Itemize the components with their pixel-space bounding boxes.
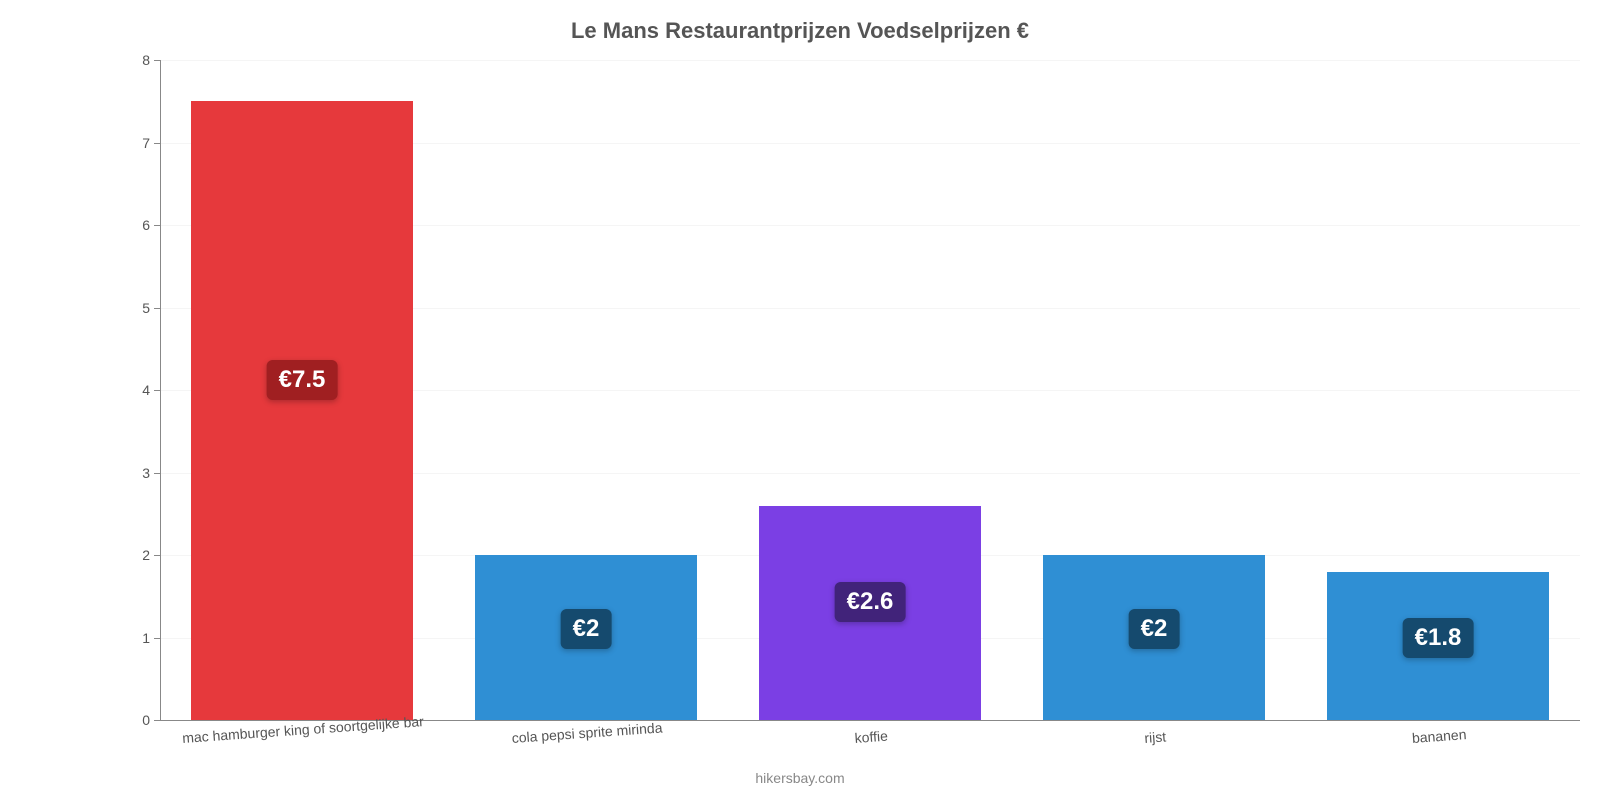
bar — [191, 101, 413, 720]
bar-value-label: €2.6 — [835, 582, 906, 622]
bar-value-label: €1.8 — [1403, 618, 1474, 658]
gridline — [160, 60, 1580, 61]
x-tick-label: bananen — [1411, 716, 1467, 746]
bar-value-label: €2 — [561, 609, 612, 649]
bar-value-label: €7.5 — [267, 360, 338, 400]
x-tick-label: rijst — [1143, 718, 1167, 745]
chart-title: Le Mans Restaurantprijzen Voedselprijzen… — [0, 18, 1600, 44]
chart-container: Le Mans Restaurantprijzen Voedselprijzen… — [0, 0, 1600, 800]
bar-value-label: €2 — [1129, 609, 1180, 649]
x-tick-label: koffie — [853, 718, 888, 746]
plot-area: 012345678€7.5mac hamburger king of soort… — [160, 60, 1580, 720]
chart-credit: hikersbay.com — [0, 770, 1600, 786]
y-axis-line — [160, 60, 161, 720]
